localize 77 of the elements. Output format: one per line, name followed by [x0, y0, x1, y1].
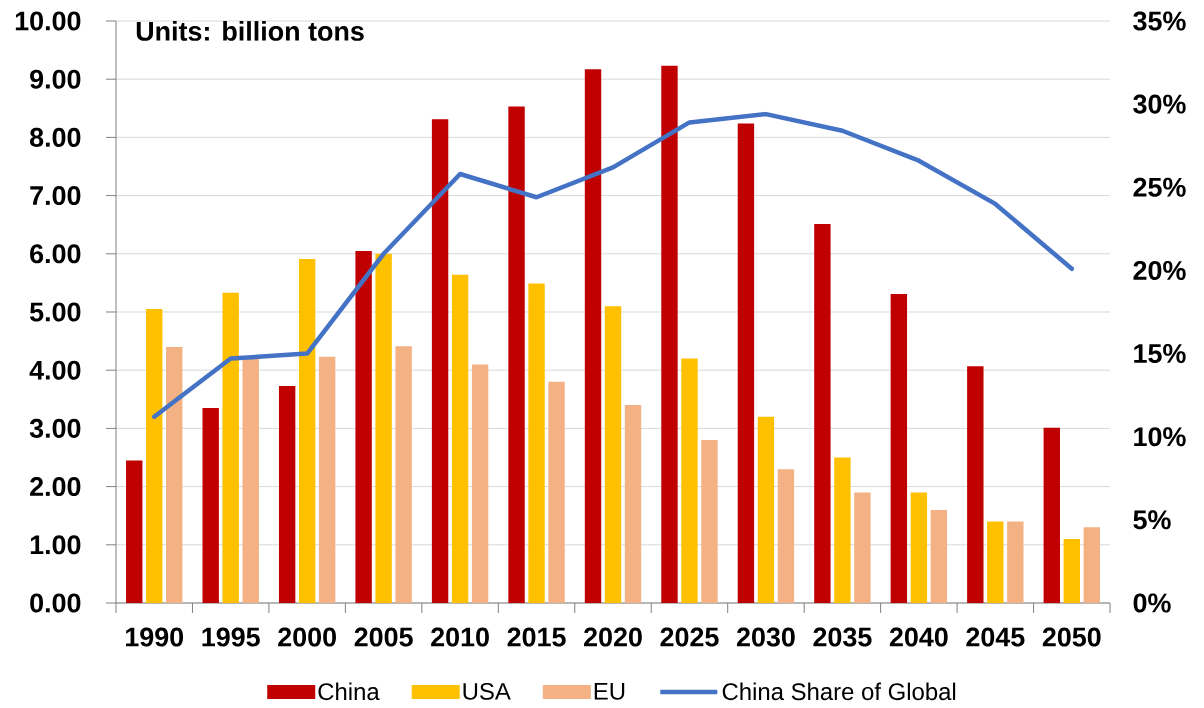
- legend-label: China: [318, 682, 380, 701]
- y-tick-label: 1.00: [30, 535, 81, 555]
- bar: [757, 416, 775, 603]
- y2-tick-label: 5%: [1133, 510, 1171, 530]
- bar: [854, 492, 871, 603]
- bar: [930, 509, 948, 603]
- y-tick-label: 0.00: [30, 593, 81, 613]
- y-tick-label: 3.00: [29, 418, 81, 438]
- y2-tick-label: 30%: [1133, 94, 1186, 114]
- line-series: [151, 111, 1075, 420]
- bar: [242, 358, 259, 603]
- bar: [355, 250, 372, 603]
- bar: [910, 492, 928, 603]
- y2-tick-label: 15%: [1134, 344, 1186, 364]
- annotation: Units: billion tons: [136, 21, 364, 41]
- y-tick-label: 6.00: [30, 244, 81, 264]
- bar: [298, 259, 316, 603]
- bar: [508, 106, 525, 603]
- bar: [1043, 427, 1060, 603]
- y2-tick-label: 10%: [1134, 427, 1186, 447]
- bar: [1063, 538, 1080, 603]
- bar: [1007, 521, 1024, 603]
- bar: [202, 408, 219, 603]
- y2-tick-label: 0%: [1133, 593, 1171, 613]
- bar: [624, 405, 642, 603]
- x-tick-label: 2015: [507, 627, 566, 647]
- bar: [1083, 527, 1100, 603]
- bar: [604, 306, 622, 603]
- legend-label: USA: [463, 682, 511, 700]
- y-tick-label: 8.00: [29, 127, 81, 147]
- y-tick-label: 7.00: [30, 186, 81, 206]
- bar: [528, 283, 545, 603]
- bar: [126, 460, 143, 603]
- y-tick-label: 4.00: [29, 360, 81, 380]
- y2-tick-label: 25%: [1133, 177, 1186, 197]
- x-tick-label: 2035: [813, 627, 872, 647]
- bar: [681, 358, 698, 603]
- bar: [278, 385, 296, 603]
- x-tick-label: 2010: [431, 627, 489, 647]
- bar: [834, 457, 851, 603]
- x-tick-label: 2030: [736, 627, 795, 647]
- x-tick-label: 2000: [278, 627, 336, 647]
- bar: [584, 69, 602, 603]
- bar: [318, 356, 336, 603]
- bar: [395, 346, 412, 603]
- bar: [166, 346, 183, 603]
- bar: [890, 293, 908, 603]
- x-tick-label: 2045: [966, 627, 1025, 647]
- x-tick-label: 2050: [1042, 627, 1101, 647]
- y-tick-label: 2.00: [30, 477, 81, 497]
- x-tick-label: 2020: [584, 627, 642, 647]
- x-tick-label: 1995: [202, 627, 260, 647]
- bar: [375, 253, 392, 603]
- bar: [451, 274, 469, 603]
- bar: [777, 469, 795, 603]
- x-tick-label: 2005: [354, 627, 413, 647]
- bar: [661, 65, 678, 603]
- bar: [548, 381, 565, 603]
- bar: [471, 364, 489, 603]
- bar: [987, 521, 1004, 603]
- legend-label: China Share of Global: [722, 682, 956, 701]
- bar: [737, 123, 755, 603]
- bar: [814, 224, 831, 603]
- x-tick-label: 2025: [660, 627, 719, 647]
- y-tick-label: 9.00: [30, 69, 81, 89]
- y2-tick-label: 20%: [1133, 260, 1186, 280]
- x-tick-label: 1990: [126, 627, 184, 647]
- x-tick-label: 2040: [889, 627, 948, 647]
- y-tick-label: 10.00: [15, 11, 81, 31]
- bar: [222, 292, 239, 603]
- y2-tick-label: 35%: [1133, 11, 1186, 31]
- y-tick-label: 5.00: [29, 302, 81, 322]
- legend-label: EU: [594, 683, 625, 700]
- bar: [967, 366, 984, 603]
- bar: [431, 119, 449, 603]
- bar: [146, 309, 163, 603]
- bar: [701, 440, 718, 603]
